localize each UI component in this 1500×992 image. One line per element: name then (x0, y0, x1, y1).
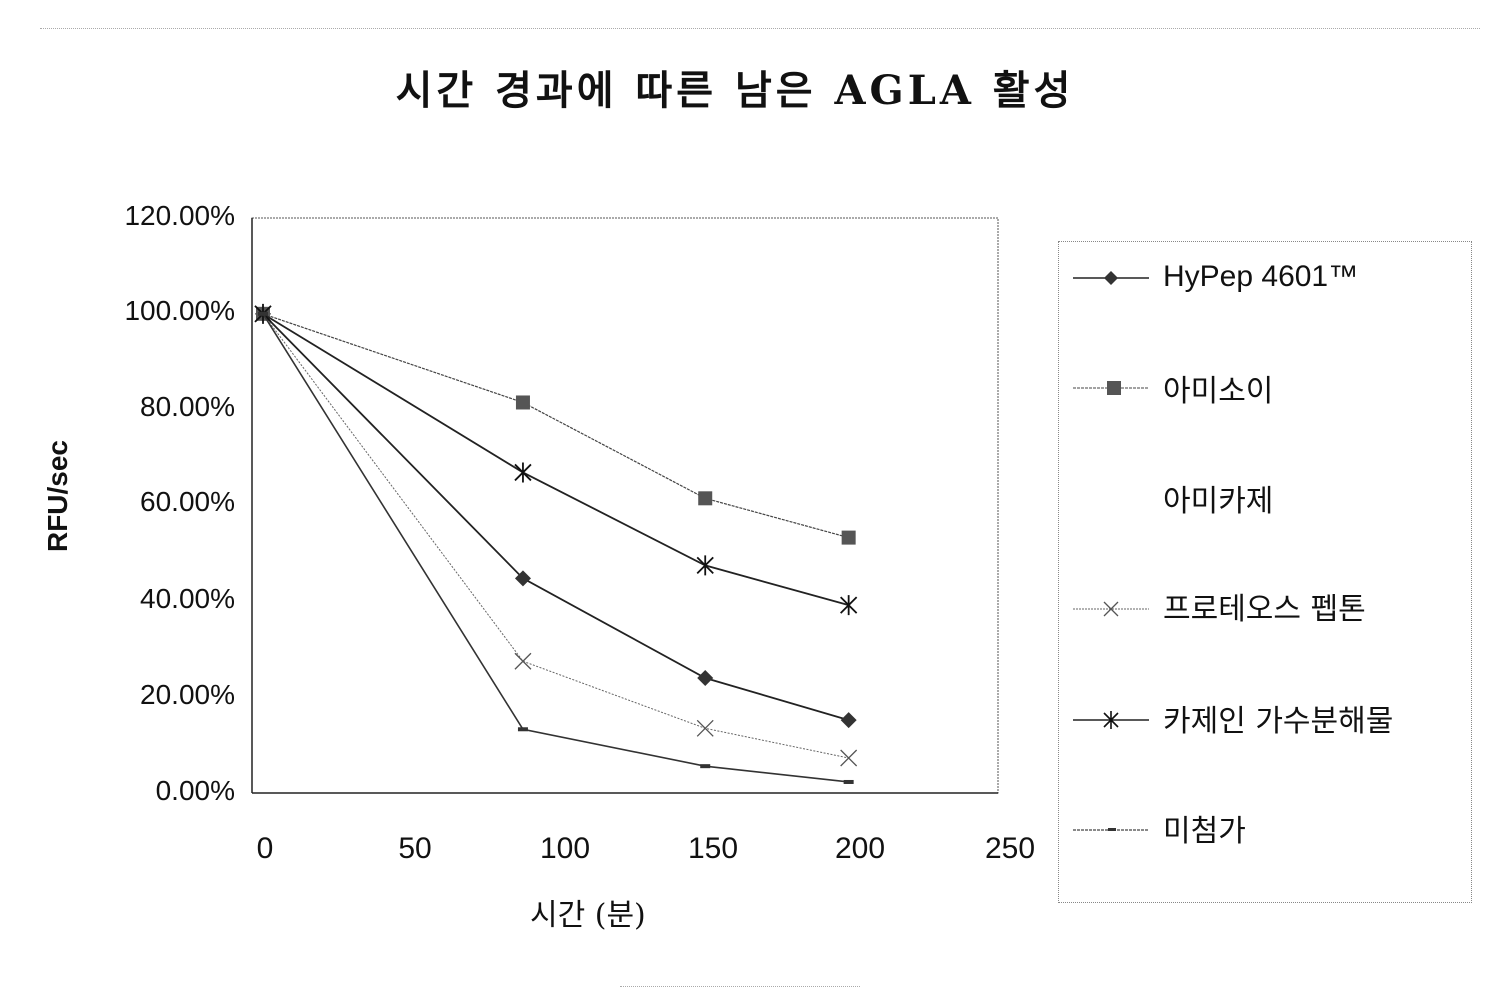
x-axis-label: 시간 (분) (530, 898, 646, 933)
legend-item-no-addition: 미첨가 (1059, 804, 1471, 849)
plot-frame (251, 217, 999, 794)
chart-title: 시간 경과에 따른 남은 AGLA 활성 (395, 67, 1075, 114)
x-tick: 250 (984, 832, 1036, 865)
series-line (262, 313, 849, 759)
x-marker (514, 652, 532, 670)
square-marker-icon (1073, 381, 1149, 395)
series-line (262, 313, 849, 539)
legend-item-amicase: 아미카제 (1059, 474, 1471, 519)
legend-label: 아미소이 (1163, 374, 1274, 409)
series-line (262, 313, 849, 607)
asterisk-marker (696, 555, 714, 576)
y-tick: 120.00% (124, 200, 235, 231)
dash-marker (517, 727, 528, 732)
series-line (262, 313, 849, 783)
x-tick: 50 (398, 832, 432, 865)
asterisk-marker-icon (1073, 711, 1149, 729)
series-line (262, 313, 849, 722)
asterisk-marker (840, 595, 858, 616)
x-tick: 150 (687, 832, 739, 865)
diamond-marker (840, 712, 857, 729)
diamond-marker-icon (1073, 271, 1149, 285)
square-marker (698, 491, 713, 506)
legend-item-proteose-peptone: 프로테오스 펩톤 (1059, 582, 1471, 627)
x-tick: 0 (256, 832, 274, 865)
dash-marker-icon (1073, 828, 1149, 831)
dash-marker (258, 311, 268, 316)
y-tick: 80.00% (140, 391, 235, 422)
x-marker (840, 749, 858, 767)
legend-label: 미첨가 (1163, 814, 1246, 849)
diamond-marker (514, 570, 531, 587)
x-tick: 200 (834, 832, 886, 865)
y-tick: 0.00% (155, 775, 235, 806)
legend-label: 아미카제 (1163, 484, 1274, 519)
legend-item-casein-hydrolysate: 카제인 가수분해물 (1059, 694, 1471, 739)
y-tick: 100.00% (124, 295, 235, 326)
asterisk-marker (514, 462, 532, 483)
y-tick: 60.00% (140, 486, 235, 517)
legend-item-amisoy: 아미소이 (1059, 364, 1471, 409)
dash-marker (843, 779, 854, 784)
x-marker (696, 719, 714, 737)
x-tick: 100 (539, 832, 591, 865)
y-tick: 40.00% (140, 583, 235, 614)
scan-rule-top (40, 28, 1480, 29)
legend-label: 카제인 가수분해물 (1163, 704, 1394, 739)
legend: HyPep 4601™ 아미소이 아미카제 프로테오스 펩톤 카제인 가수분해물… (1058, 241, 1472, 903)
y-tick: 20.00% (140, 679, 235, 710)
scan-rule-bottom (620, 986, 860, 987)
series-layer (254, 303, 858, 784)
diamond-marker (697, 670, 714, 686)
legend-label: 프로테오스 펩톤 (1163, 592, 1366, 627)
square-marker (515, 395, 530, 410)
dash-marker (700, 764, 711, 769)
square-marker (841, 530, 856, 545)
x-marker-icon (1073, 601, 1149, 617)
legend-label: HyPep 4601™ (1163, 260, 1359, 293)
legend-item-hypep: HyPep 4601™ (1059, 258, 1471, 298)
